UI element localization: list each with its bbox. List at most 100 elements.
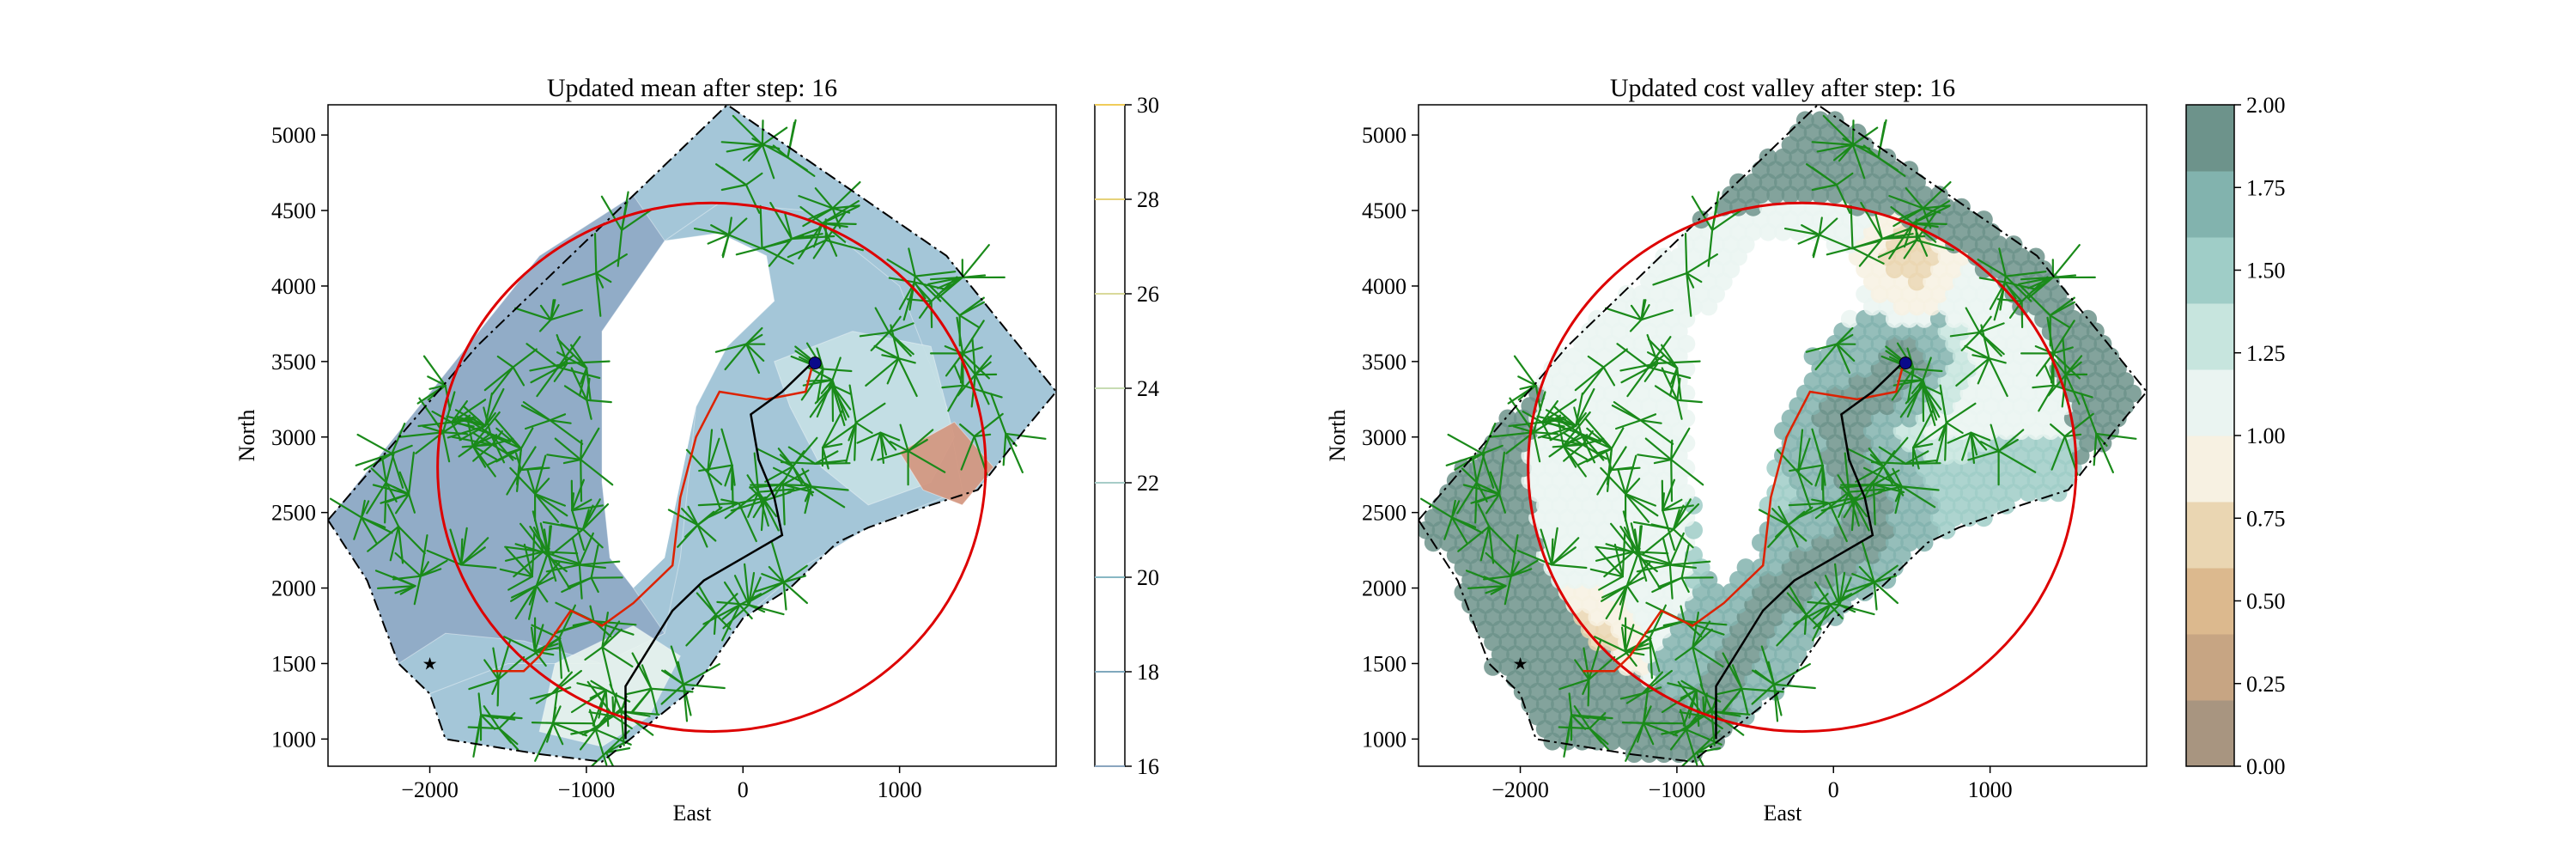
tree-edge bbox=[1906, 379, 1924, 418]
tree-edge bbox=[1610, 446, 1627, 472]
tree-edge bbox=[816, 379, 834, 418]
tree-edge bbox=[698, 464, 733, 472]
tree-edge bbox=[2004, 281, 2017, 300]
tree-edge bbox=[1574, 659, 1590, 681]
tree-edge bbox=[586, 367, 592, 402]
tree-edge bbox=[1776, 448, 1800, 474]
tree-edge bbox=[720, 184, 747, 192]
tree-edge bbox=[580, 458, 583, 503]
tree-edge bbox=[1613, 401, 1642, 422]
tree-edge bbox=[761, 126, 788, 146]
tree-edge bbox=[600, 710, 623, 722]
tree-edge bbox=[1419, 497, 1454, 519]
tree-edge bbox=[1922, 181, 1952, 210]
tree-edge bbox=[399, 585, 416, 595]
tree-edge bbox=[854, 402, 886, 424]
tree-edge bbox=[974, 355, 993, 376]
y-tick-label: 4000 bbox=[1362, 274, 1406, 299]
tree-edge bbox=[534, 478, 550, 496]
tree-edge bbox=[534, 492, 567, 507]
tree-edge bbox=[930, 300, 933, 329]
tree-edge bbox=[1813, 604, 1841, 630]
tree-edge bbox=[1787, 524, 1799, 548]
tree-edge bbox=[1944, 421, 1947, 461]
tree-edge bbox=[1797, 471, 1814, 485]
tree-edge bbox=[428, 384, 447, 390]
tree-edge bbox=[1609, 522, 1635, 553]
colorbar-band bbox=[2186, 700, 2234, 767]
tree-edge bbox=[958, 301, 986, 317]
tree-edge bbox=[549, 413, 567, 422]
tree-edge bbox=[1630, 522, 1640, 555]
axes-frame bbox=[327, 104, 1057, 767]
tree-edge bbox=[1447, 433, 1484, 455]
tree-edge bbox=[707, 429, 714, 474]
tree-edge bbox=[1562, 444, 1589, 460]
tree-edge bbox=[630, 687, 653, 715]
tree-edge bbox=[526, 343, 560, 369]
tree-edge bbox=[480, 714, 523, 720]
tree-edge bbox=[545, 564, 580, 573]
tree-edge bbox=[747, 571, 756, 606]
tree-edge bbox=[2052, 384, 2093, 399]
colorbar-band bbox=[2186, 502, 2234, 569]
tree-edge bbox=[624, 687, 653, 696]
tree-edge bbox=[1805, 613, 1822, 631]
tree-edge bbox=[2063, 433, 2082, 438]
tree-edge bbox=[1625, 722, 1645, 762]
tree-edge bbox=[770, 541, 785, 583]
tree-edge bbox=[1911, 204, 1951, 225]
tree-edge bbox=[1977, 357, 1990, 385]
x-tick-label: 0 bbox=[738, 777, 749, 802]
x-axis-label: East bbox=[1764, 801, 1803, 825]
tree-edge bbox=[959, 423, 975, 438]
tree-edge bbox=[419, 568, 442, 577]
tree-edge bbox=[761, 143, 781, 150]
tree-edge bbox=[848, 384, 857, 424]
tree-edge bbox=[360, 499, 366, 519]
cost-cell bbox=[1795, 111, 1814, 130]
tree-edge bbox=[1988, 357, 2008, 398]
colorbar-bands bbox=[2186, 105, 2234, 767]
y-tick-label: 2000 bbox=[1362, 576, 1406, 601]
tree-edge bbox=[744, 172, 763, 186]
tree-edge bbox=[812, 239, 827, 259]
tree-edge bbox=[1971, 354, 1990, 360]
tree-edge bbox=[1945, 421, 1964, 435]
tree-edge bbox=[650, 687, 659, 716]
tree-edge bbox=[1824, 575, 1841, 606]
tree-edge bbox=[790, 235, 835, 241]
tree-edge bbox=[2053, 358, 2067, 376]
tree-edge bbox=[682, 662, 721, 685]
tree-edge bbox=[535, 562, 561, 587]
tree-edge bbox=[2020, 285, 2051, 317]
tree-edge bbox=[1653, 458, 1673, 465]
tree-edge bbox=[584, 646, 604, 661]
tree-edge bbox=[1450, 499, 1456, 519]
tree-edge bbox=[1510, 568, 1533, 577]
tree-edge bbox=[881, 354, 900, 360]
tree-edge bbox=[687, 505, 699, 527]
tree-edge bbox=[1797, 437, 1811, 474]
tree-edge bbox=[441, 431, 469, 436]
tree-edge bbox=[2049, 301, 2075, 317]
tree-edge bbox=[509, 466, 537, 496]
tree-edge bbox=[1540, 416, 1567, 423]
tree-edge bbox=[879, 431, 897, 451]
tree-edge bbox=[1606, 448, 1613, 485]
tree-edge bbox=[601, 628, 623, 649]
tree-edge bbox=[1680, 679, 1698, 691]
colorbar-tick-label: 1.25 bbox=[2246, 341, 2286, 366]
tree-edge bbox=[1639, 413, 1657, 422]
tree-edge bbox=[677, 661, 685, 685]
colorbar-frame bbox=[1094, 104, 1126, 767]
y-tick-label: 1500 bbox=[1362, 651, 1406, 676]
tree-edge bbox=[727, 216, 732, 236]
tree-edge bbox=[682, 683, 726, 690]
tree-edge bbox=[1610, 466, 1641, 472]
tree-edge bbox=[441, 391, 456, 434]
panel-title: Updated cost valley after step: 16 bbox=[1610, 74, 1955, 102]
tree-edge bbox=[370, 467, 387, 484]
tree-edge bbox=[468, 678, 500, 691]
tree-edge bbox=[1816, 143, 1854, 153]
